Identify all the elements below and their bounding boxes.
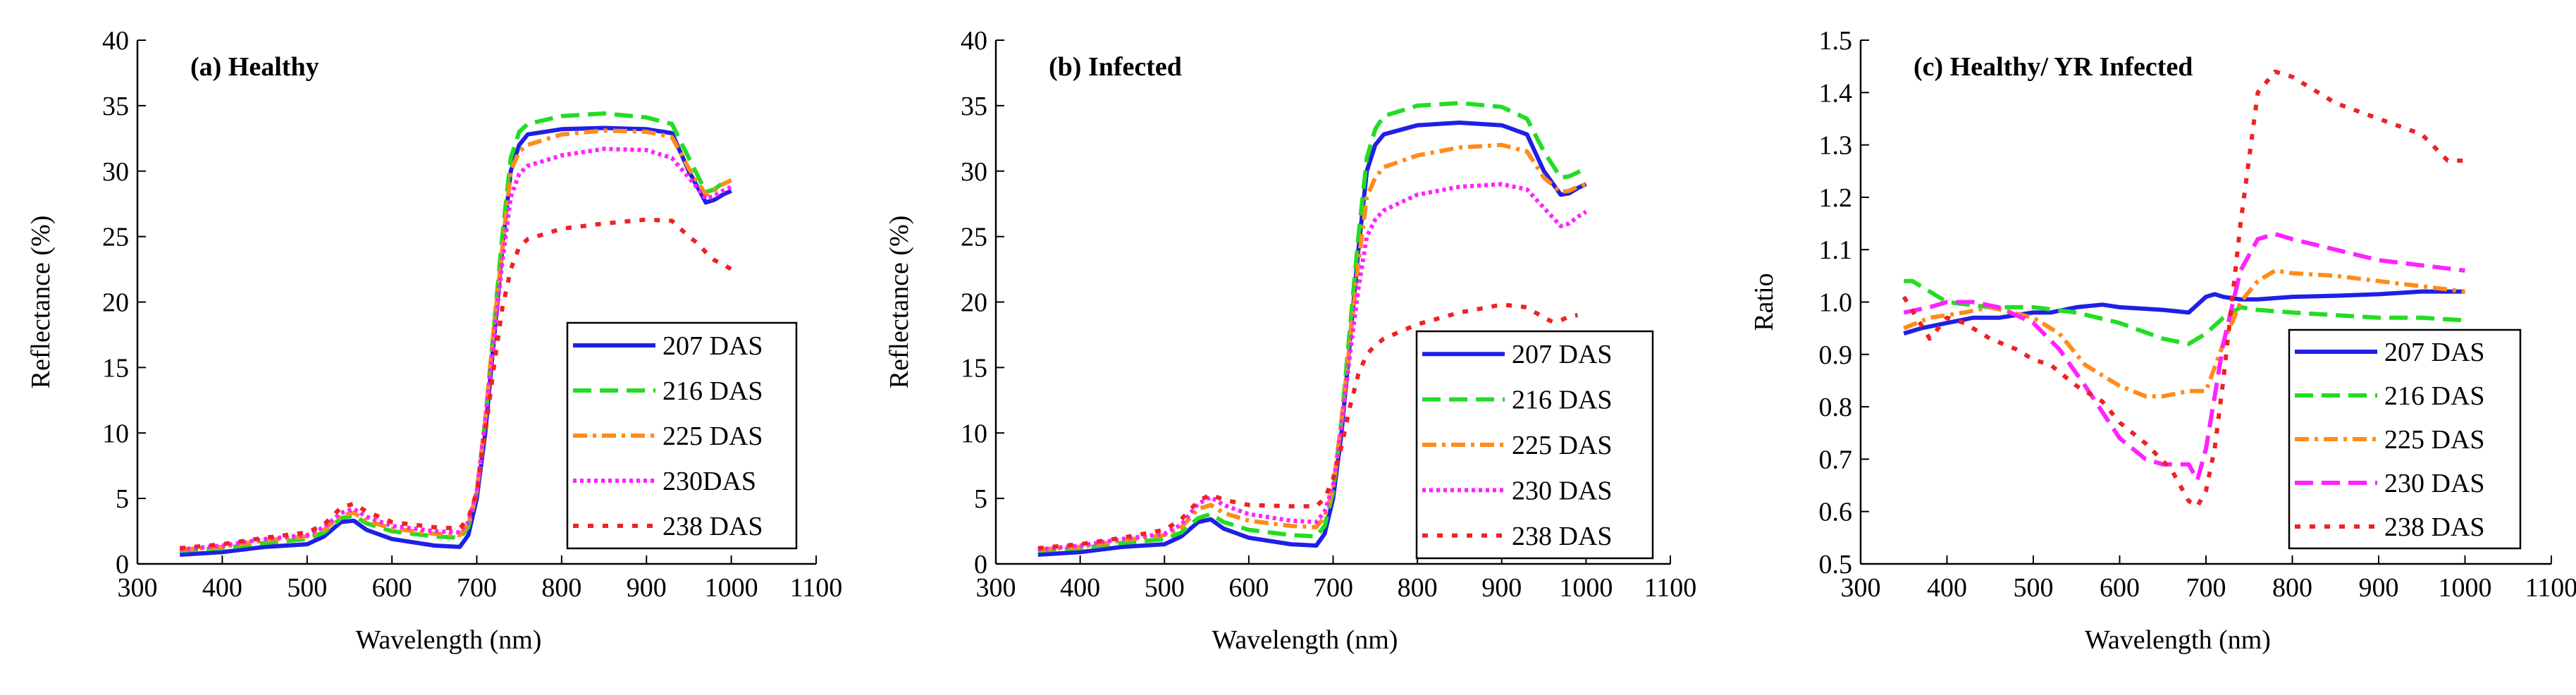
panel-title: (c) Healthy/ YR Infected [1913, 52, 2193, 82]
x-tick-label: 500 [2014, 573, 2054, 603]
y-tick-label: 15 [102, 353, 129, 383]
series-line-238das [179, 217, 733, 551]
series-line-216das [1037, 101, 1587, 553]
y-tick-label: 0.7 [1819, 445, 1853, 474]
y-tick-label: 1.4 [1819, 78, 1853, 108]
x-tick-label: 1000 [705, 573, 758, 603]
y-axis-title: Ratio [1749, 273, 1779, 331]
y-tick-label: 1.1 [1819, 235, 1853, 265]
x-tick-label: 400 [202, 573, 242, 603]
x-tick-label: 1000 [1559, 573, 1613, 603]
x-tick-label: 1000 [2439, 573, 2492, 603]
legend-label: 230 DAS [2384, 469, 2485, 498]
y-tick-label: 0.9 [1819, 340, 1853, 370]
x-axis-title: Wavelength (nm) [2085, 625, 2271, 655]
y-tick-label: 35 [102, 92, 129, 121]
panel-c-ratio: 300 400 500 600 700 800 900 1000 1100 0.5 0.6 0.7 0.… [1749, 26, 2576, 655]
y-axis-title: Reflectance (%) [885, 216, 914, 389]
series-line-216das [1904, 278, 2465, 346]
legend-label: 238 DAS [663, 512, 763, 541]
x-tick-label: 1100 [2525, 573, 2576, 603]
legend-label: 207 DAS [663, 331, 763, 361]
panel-a-healthy: 300 400 500 600 700 800 900 1000 1100 0 5 10 15 20 25 3… [26, 26, 842, 655]
legend-label: 238 DAS [1512, 522, 1613, 551]
x-tick-label: 800 [1398, 573, 1438, 603]
x-tick-label: 800 [2272, 573, 2312, 603]
x-tick-label: 1100 [1644, 573, 1697, 603]
panel-title: (b) Infected [1049, 52, 1182, 82]
x-axis-title: Wavelength (nm) [356, 625, 542, 655]
legend-label: 225 DAS [663, 422, 763, 451]
y-tick-label: 15 [961, 353, 987, 383]
x-tick-label: 700 [457, 573, 497, 603]
x-tick-label: 300 [976, 573, 1016, 603]
x-tick-label: 600 [372, 573, 412, 603]
y-tick-label: 1.0 [1819, 288, 1853, 318]
legend-label: 216 DAS [1512, 386, 1613, 415]
series-line-216das [180, 111, 732, 553]
x-tick-label: 500 [1145, 573, 1185, 603]
x-tick-label: 900 [1481, 573, 1522, 603]
series-line-238das [1902, 69, 2465, 509]
y-tick-label: 0.6 [1819, 498, 1853, 527]
x-tick-label: 300 [1841, 573, 1881, 603]
y-tick-label: 10 [102, 419, 129, 448]
x-tick-label: 900 [2359, 573, 2399, 603]
y-tick-label: 5 [116, 484, 129, 514]
panel-title: (a) Healthy [190, 52, 319, 82]
legend: 207 DAS 216 DAS 225 DAS 230 DAS 238 DAS [2288, 328, 2522, 550]
x-tick-label: 400 [1060, 573, 1100, 603]
legend-label: 225 DAS [1512, 431, 1613, 460]
y-tick-label: 20 [961, 288, 987, 318]
y-tick-label: 10 [961, 419, 987, 448]
y-tick-label: 5 [974, 484, 987, 514]
y-tick-label: 40 [102, 26, 129, 56]
legend-label: 230 DAS [1512, 476, 1613, 505]
x-tick-label: 500 [287, 573, 327, 603]
legend-label: 230DAS [663, 467, 756, 496]
series-line-225das [1903, 268, 2465, 399]
y-tick-label: 20 [102, 288, 129, 318]
x-tick-label: 300 [118, 573, 158, 603]
x-tick-label: 400 [1927, 573, 1967, 603]
y-tick-label: 30 [961, 157, 987, 187]
y-tick-label: 25 [961, 223, 987, 252]
y-tick-label: 1.3 [1819, 131, 1853, 161]
x-axis-title: Wavelength (nm) [1212, 625, 1398, 655]
legend-label: 207 DAS [2384, 338, 2485, 367]
series-line-230das [1903, 231, 2465, 483]
x-tick-label: 900 [627, 573, 667, 603]
legend: 207 DAS 216 DAS 225 DAS 230 DAS 238 DAS [1415, 330, 1654, 560]
x-tick-label: 700 [1313, 573, 1353, 603]
y-tick-label: 0 [116, 550, 129, 579]
y-tick-label: 1.5 [1819, 26, 1853, 56]
y-tick-label: 0.8 [1819, 393, 1853, 422]
y-tick-label: 1.2 [1819, 183, 1853, 213]
series-line-207das [1903, 289, 2465, 336]
series-line-230das [179, 147, 732, 552]
y-tick-label: 40 [961, 26, 987, 56]
x-tick-label: 700 [2186, 573, 2226, 603]
y-tick-label: 35 [961, 92, 987, 121]
legend: 207 DAS 216 DAS 225 DAS 230DAS 238 DAS [566, 321, 798, 550]
y-tick-label: 30 [102, 157, 129, 187]
y-tick-label: 25 [102, 223, 129, 252]
y-tick-label: 0 [974, 550, 987, 579]
x-tick-label: 600 [2100, 573, 2140, 603]
legend-label: 225 DAS [2384, 425, 2485, 455]
y-axis-title: Reflectance (%) [26, 216, 56, 389]
legend-label: 216 DAS [663, 376, 763, 406]
panel-b-infected: 300 400 500 600 700 800 900 1000 1100 0 5 10 15 20 25 3… [885, 26, 1696, 655]
x-tick-label: 1100 [790, 573, 843, 603]
legend-label: 216 DAS [2384, 381, 2485, 411]
legend-label: 207 DAS [1512, 340, 1613, 369]
x-tick-label: 800 [541, 573, 581, 603]
y-tick-label: 0.5 [1819, 550, 1853, 579]
legend-label: 238 DAS [2384, 512, 2485, 542]
x-tick-label: 600 [1228, 573, 1269, 603]
series-line-238das [1037, 302, 1578, 551]
